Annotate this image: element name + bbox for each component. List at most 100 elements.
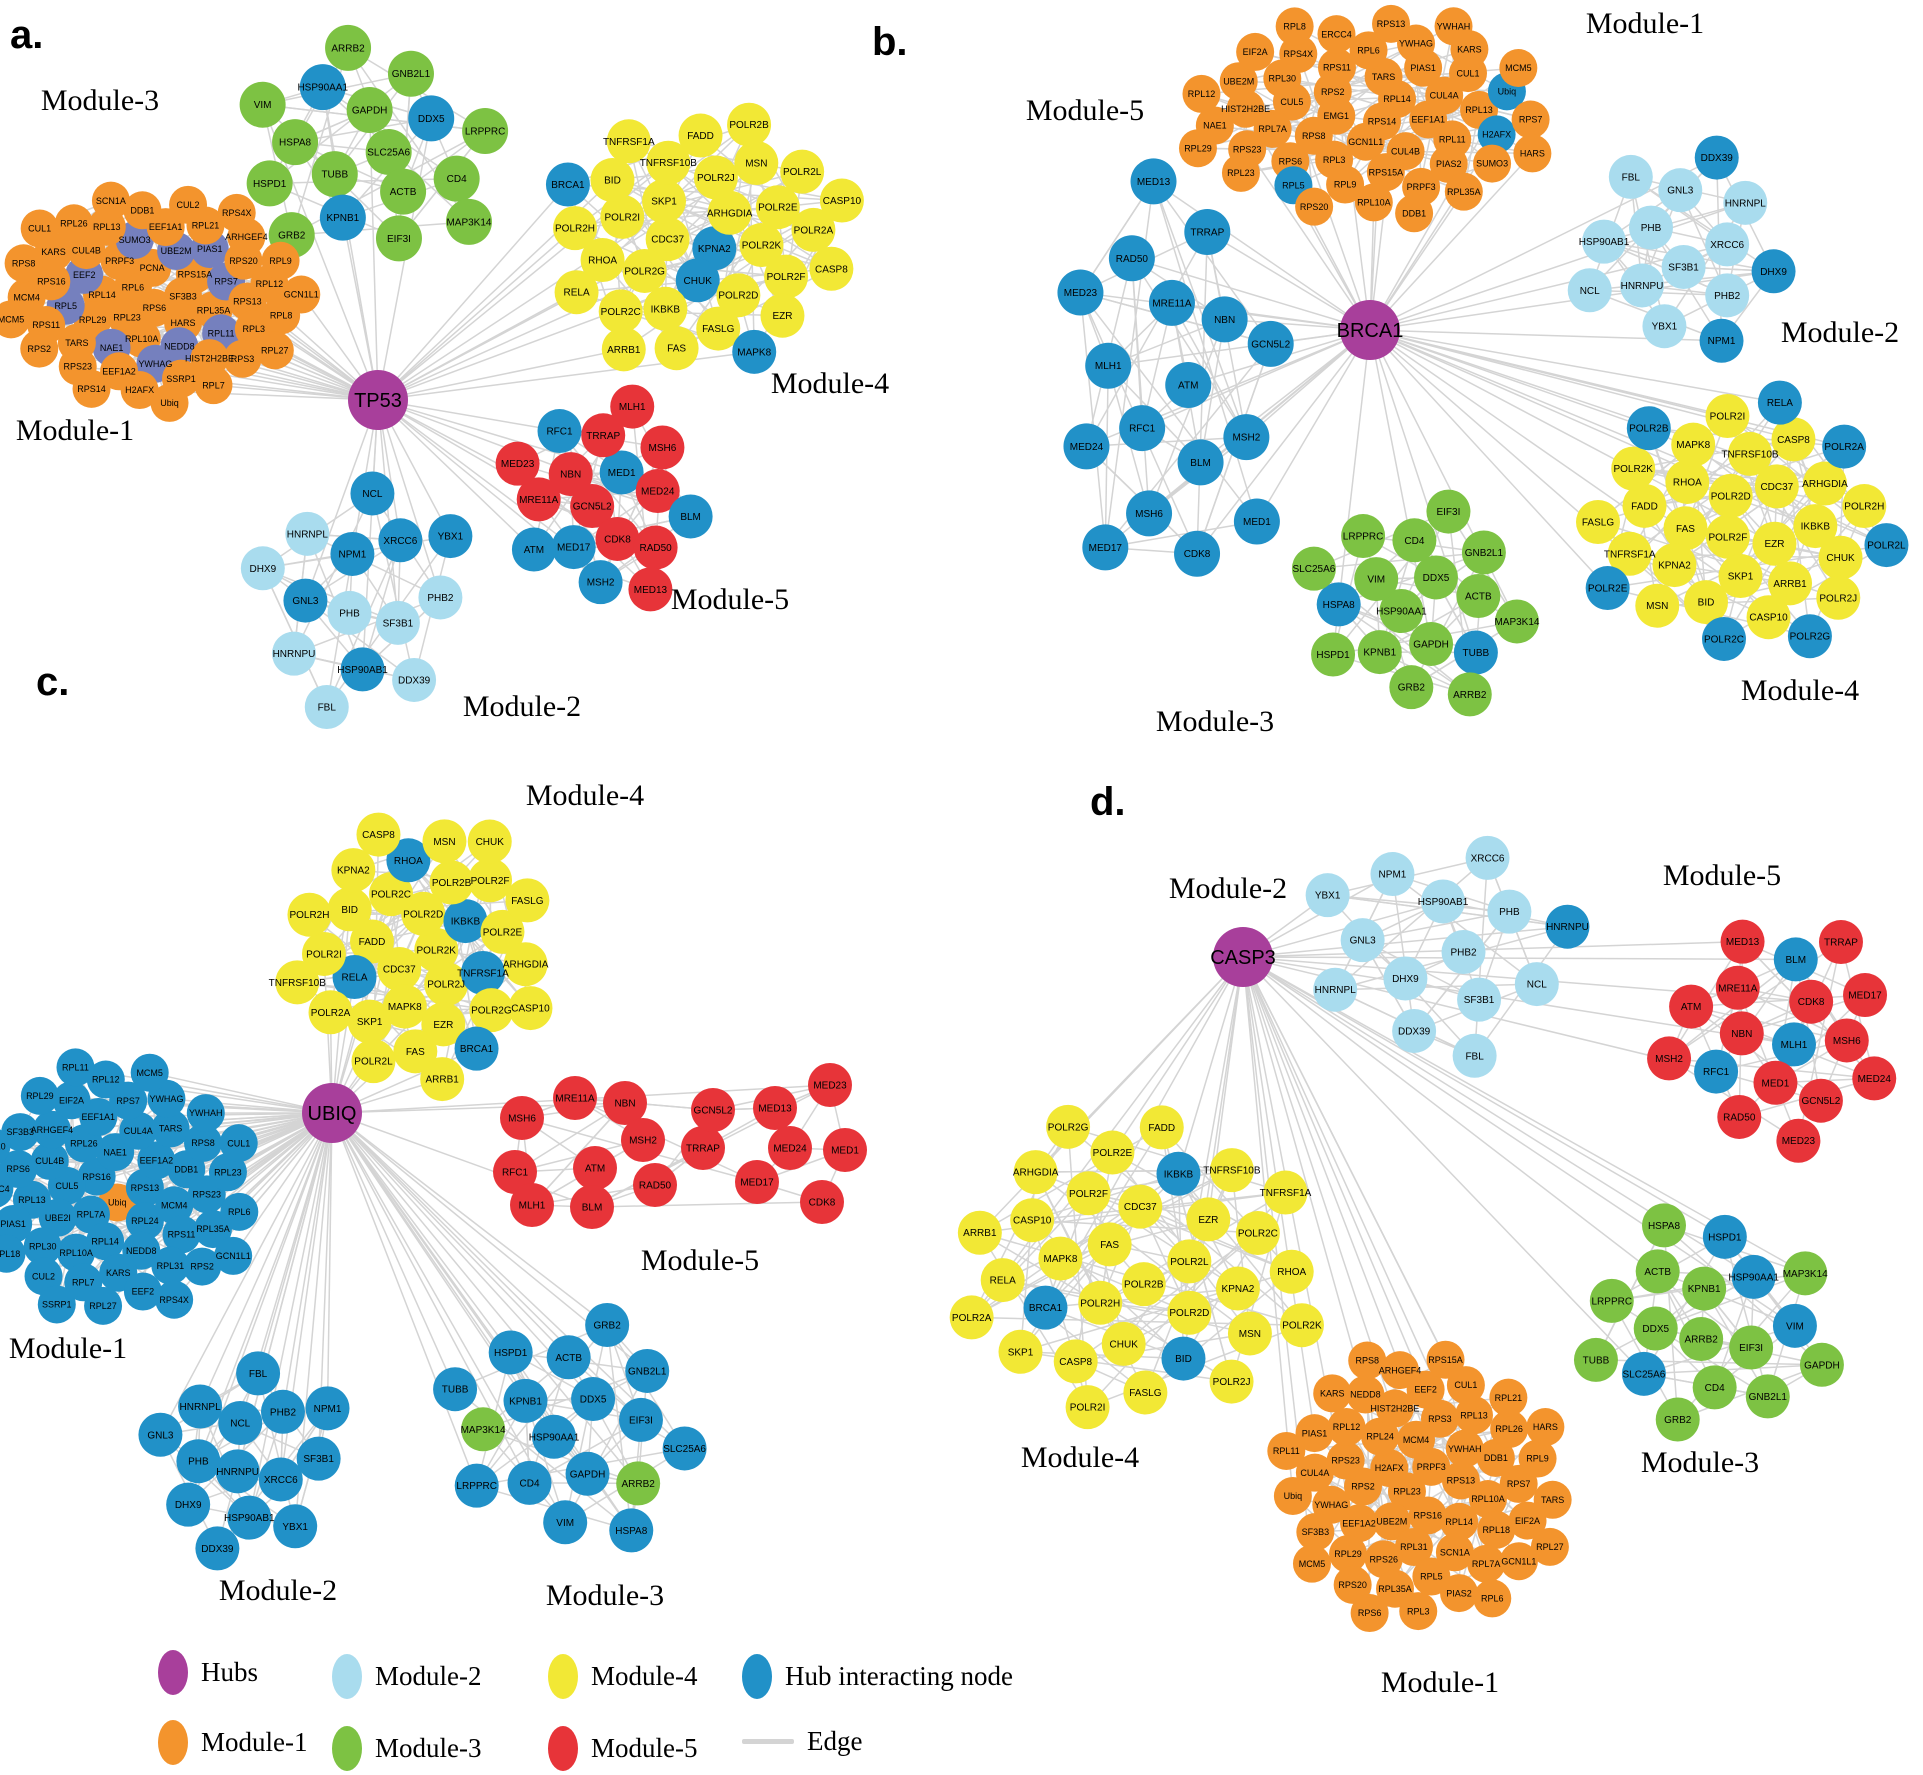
node-label: MCM5 (136, 1068, 163, 1078)
node-label: MSH2 (629, 1136, 657, 1147)
node-label: NPM1 (1379, 870, 1407, 881)
network-node-MAPK8 (1671, 422, 1716, 467)
node-label: MED13 (1137, 177, 1171, 188)
node-label: RPS8 (1355, 1356, 1379, 1366)
node-label: SLC25A6 (367, 148, 410, 159)
network-node-GCN1L1 (1499, 1542, 1538, 1581)
hub-label: TP53 (354, 390, 402, 412)
node-label: SCN1A (1440, 1547, 1470, 1557)
node-label: SLC25A6 (663, 1444, 706, 1455)
node-label: RPS20 (229, 256, 258, 266)
network-node-POLR2F (764, 254, 809, 299)
node-label: SKP1 (1728, 572, 1754, 583)
node-label: RPL13 (18, 1195, 46, 1205)
node-label: RPS16 (1414, 1511, 1443, 1521)
network-node-MSN (1227, 1311, 1272, 1356)
node-label: SLC25A6 (1623, 1369, 1666, 1380)
node-label: TARS (65, 338, 88, 348)
module-label: Module-5 (671, 583, 789, 616)
node-label: RPS23 (1233, 144, 1262, 154)
node-label: RAD50 (1116, 254, 1149, 265)
network-node-RPL6 (1349, 31, 1388, 70)
network-node-MED13 (1720, 919, 1765, 964)
module-label: Module-2 (1169, 872, 1287, 905)
network-node-RPL24 (125, 1202, 164, 1241)
network-node-RPS3 (1420, 1399, 1459, 1438)
node-label: SF3B1 (303, 1454, 334, 1465)
node-label: MCM4 (13, 292, 40, 302)
network-node-RPS16 (1408, 1496, 1447, 1535)
network-node-POLR2A (949, 1295, 994, 1340)
network-node-RPL10A (1468, 1480, 1507, 1519)
network-node-FBL (1452, 1033, 1497, 1078)
node-label: RELA (1767, 398, 1793, 409)
node-label: ATM (585, 1164, 605, 1175)
node-label: KPNA2 (337, 866, 370, 877)
node-label: POLR2A (794, 225, 834, 236)
node-label: POLR2L (354, 1057, 393, 1068)
node-label: FASLG (511, 896, 543, 907)
node-label: RPL26 (60, 218, 88, 228)
network-node-GNL3 (283, 578, 328, 623)
node-label: ARRB1 (607, 345, 641, 356)
node-label: MRE11A (1718, 983, 1758, 994)
node-label: PHB2 (1714, 291, 1741, 302)
edge (591, 1201, 823, 1208)
network-node-PHB (1629, 205, 1674, 250)
network-node-POLR2H (1842, 484, 1887, 529)
network-node-MED1 (599, 450, 644, 495)
network-node-RPL14 (1440, 1502, 1479, 1541)
network-node-GNL3 (138, 1412, 183, 1457)
network-node-RAD50 (633, 525, 678, 570)
node-label: RPL24 (131, 1216, 159, 1226)
node-label: MED1 (831, 1146, 859, 1157)
network-node-EIF2A (1236, 32, 1275, 71)
node-label: CD4 (520, 1478, 540, 1489)
node-label: RPL29 (1184, 143, 1212, 153)
hub-edge (159, 1112, 333, 1436)
node-label: Ubiq (1284, 1491, 1303, 1501)
node-label: RHOA (588, 255, 617, 266)
network-node-DDX39 (1392, 1008, 1437, 1053)
node-label: POLR2B (432, 878, 472, 889)
legend-label: Hubs (201, 1657, 259, 1687)
network-node-RPL10A (1354, 183, 1393, 222)
node-label: POLR2F (767, 272, 806, 283)
network-node-HSPD1 (1311, 632, 1356, 677)
network-node-SKP1 (347, 999, 392, 1044)
network-node-CASP10 (819, 178, 864, 223)
legend-label: Module-4 (591, 1661, 698, 1691)
node-label: MAP3K14 (446, 217, 491, 228)
node-label: FADD (359, 937, 386, 948)
network-node-CUL4B (30, 1141, 69, 1180)
node-label: RPS8 (1302, 131, 1326, 141)
node-label: PRPF3 (1417, 1462, 1446, 1472)
hub-edge (377, 399, 399, 623)
node-label: XRCC6 (264, 1475, 298, 1486)
network-node-ARHGDIA (707, 190, 752, 235)
node-label: VIM (1786, 1321, 1804, 1332)
network-node-TNFRSF1A (1263, 1170, 1308, 1215)
network-node-RPL27 (1530, 1527, 1569, 1566)
network-node-ARRB2 (616, 1461, 661, 1506)
hub-edge (1369, 329, 1887, 546)
edge (1603, 202, 1746, 243)
node-label: SUMO3 (119, 235, 151, 245)
node-label: RPL14 (88, 290, 116, 300)
legend-item-module4: Module-4 (548, 1654, 697, 1699)
network-node-LRPPRC (1589, 1278, 1634, 1323)
network-node-CHUK (1818, 535, 1863, 580)
network-node-RPL26 (54, 204, 93, 243)
network-node-HARS (1526, 1408, 1565, 1447)
node-label: PIAS2 (1436, 159, 1462, 169)
network-node-HSP90AA1 (299, 64, 346, 111)
node-label: RPL23 (214, 1167, 242, 1177)
node-label: RPL13 (1465, 105, 1493, 115)
network-node-XRCC6 (1705, 222, 1750, 267)
network-node-SSRP1 (37, 1285, 76, 1324)
edge (269, 73, 412, 184)
network-node-H2AFX (1477, 115, 1516, 154)
node-label: CUL4A (1300, 1468, 1329, 1478)
node-label: POLR2A (311, 1008, 351, 1019)
network-node-LRPPRC (462, 107, 509, 154)
